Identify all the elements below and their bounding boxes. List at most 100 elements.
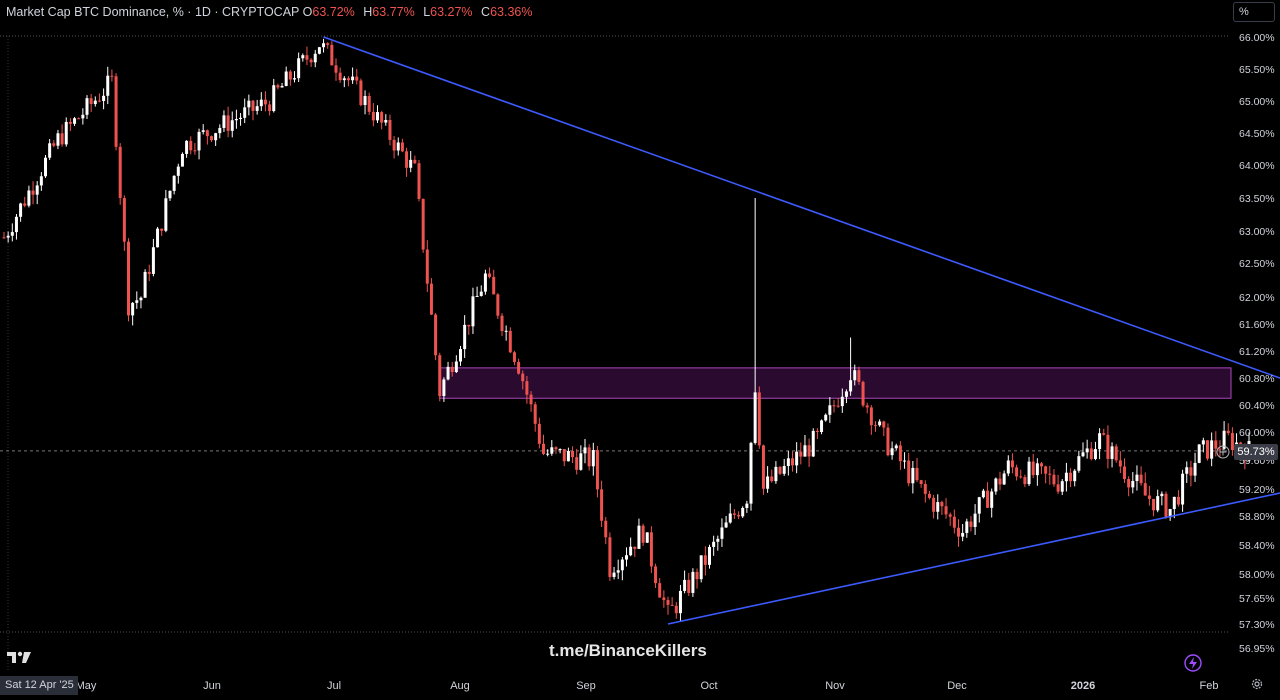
gear-icon[interactable] [1250,677,1264,691]
candle-body-2025-10-09 [749,442,753,504]
candle-body-2025-11-10 [882,421,886,428]
candle-body-2025-07-02 [338,72,342,81]
y-tick-label: 64.50% [1239,128,1275,140]
candle-body-2025-11-22 [932,497,936,512]
candle-body-2025-06-17 [276,85,280,88]
candle-body-2025-09-14 [645,532,649,543]
candle-body-2026-02-02 [1230,433,1234,451]
candle-body-2025-09-04 [604,520,608,538]
candle-body-2025-09-18 [662,597,666,601]
candle-body-2025-06-08 [239,117,243,119]
candle-body-2025-09-08 [620,559,624,571]
tradingview-logo-icon[interactable] [7,650,33,664]
candle-body-2025-06-03 [218,127,222,134]
candle-body-2025-09-27 [699,555,703,580]
candle-body-2026-01-20 [1176,496,1180,505]
x-tick-label: Feb [1200,680,1219,692]
last-price-badge: 59.73% [1234,444,1278,460]
candle-body-2025-05-15 [139,297,143,301]
candle-body-2026-01-16 [1160,493,1164,497]
candle-body-2025-05-20 [160,228,164,231]
candle-body-2025-09-12 [637,525,641,549]
candle-body-2025-10-31 [840,396,844,407]
candle-body-2025-08-10 [500,315,504,332]
candle-body-2025-06-19 [284,71,288,86]
candle-body-2025-10-04 [728,513,732,523]
candle-body-2025-07-04 [346,78,350,81]
candle-body-2025-06-29 [326,43,330,45]
candle-body-2025-10-14 [770,476,774,482]
candle-body-2025-08-13 [512,352,516,362]
candle-body-2025-05-27 [189,140,193,151]
candle-body-2026-01-11 [1139,474,1143,484]
candle-body-2025-04-21 [39,176,43,186]
candle-body-2025-11-23 [936,502,940,512]
candle-body-2025-12-18 [1040,463,1043,467]
candle-body-2025-08-22 [550,447,554,454]
candle-body-2025-11-09 [878,421,882,426]
percent-scale-button[interactable]: % [1233,2,1275,22]
close-value: 63.36% [490,5,533,19]
candle-body-2025-11-02 [849,380,853,392]
y-tick-label: 60.80% [1239,373,1275,385]
plus-circle-icon[interactable] [1216,445,1230,459]
y-tick-label: 62.00% [1239,292,1275,304]
candle-body-2025-10-22 [803,445,807,457]
candle-body-2025-09-17 [658,583,662,598]
candle-body-2025-06-07 [234,118,238,121]
candle-body-2025-10-26 [820,420,824,432]
candle-body-2025-08-24 [558,449,562,451]
candle-body-2025-04-26 [60,133,64,145]
candle-body-2025-10-11 [757,392,761,446]
candle-body-2025-04-15 [14,216,18,233]
candle-body-2025-12-17 [1035,463,1039,476]
candle-body-2025-11-24 [940,502,944,507]
candle-body-2026-01-12 [1143,483,1147,496]
candle-body-2025-10-19 [791,458,794,466]
candle-body-2025-08-08 [492,276,496,295]
candle-body-2025-12-08 [998,478,1002,485]
candle-body-2025-11-05 [861,381,865,406]
candle-body-2026-02-01 [1226,430,1230,434]
candle-body-2025-09-23 [683,579,687,591]
y-tick-label: 61.60% [1239,319,1275,331]
candle-body-2025-12-27 [1077,456,1081,471]
candle-body-2025-09-21 [674,605,678,614]
candle-body-2025-07-10 [371,111,375,121]
candle-body-2025-11-19 [919,480,923,484]
candle-body-2025-12-12 [1015,467,1019,477]
y-tick-label: 61.20% [1239,346,1275,358]
candle-body-2025-07-07 [359,80,363,106]
candle-body-2026-01-15 [1156,496,1160,511]
candle-body-2025-08-17 [529,394,533,405]
lightning-icon[interactable] [1184,654,1202,672]
y-tick-label: 65.50% [1239,64,1275,76]
candle-body-2025-04-13 [6,235,10,238]
candle-body-2025-12-30 [1089,448,1093,459]
candle-body-2025-10-29 [832,405,836,407]
candle-body-2025-05-26 [185,140,189,154]
candle-body-2025-06-22 [297,58,301,79]
candle-body-2025-06-06 [230,120,234,131]
symbol-title[interactable]: Market Cap BTC Dominance, % · 1D · CRYPT… [6,5,300,19]
candle-body-2025-08-23 [554,447,558,450]
candle-body-2025-09-24 [687,579,691,593]
candle-body-2026-01-22 [1185,467,1189,474]
candle-body-2025-09-22 [678,590,682,614]
candle-body-2025-05-08 [110,75,114,77]
candle-body-2026-01-10 [1135,474,1139,481]
candle-body-2025-12-21 [1052,474,1056,485]
candle-body-2025-10-06 [737,514,741,517]
candle-body-2025-11-13 [894,445,898,449]
candle-body-2025-12-22 [1056,484,1060,492]
candle-body-2025-05-14 [135,300,139,303]
high-value: 63.77% [372,5,415,19]
y-tick-label: 57.30% [1239,619,1275,631]
candle-body-2025-06-23 [301,55,305,59]
y-tick-label: 56.95% [1239,643,1275,655]
candle-body-2025-05-03 [89,98,93,105]
candle-body-2025-09-06 [612,572,616,577]
candle-body-2025-12-05 [986,490,990,508]
